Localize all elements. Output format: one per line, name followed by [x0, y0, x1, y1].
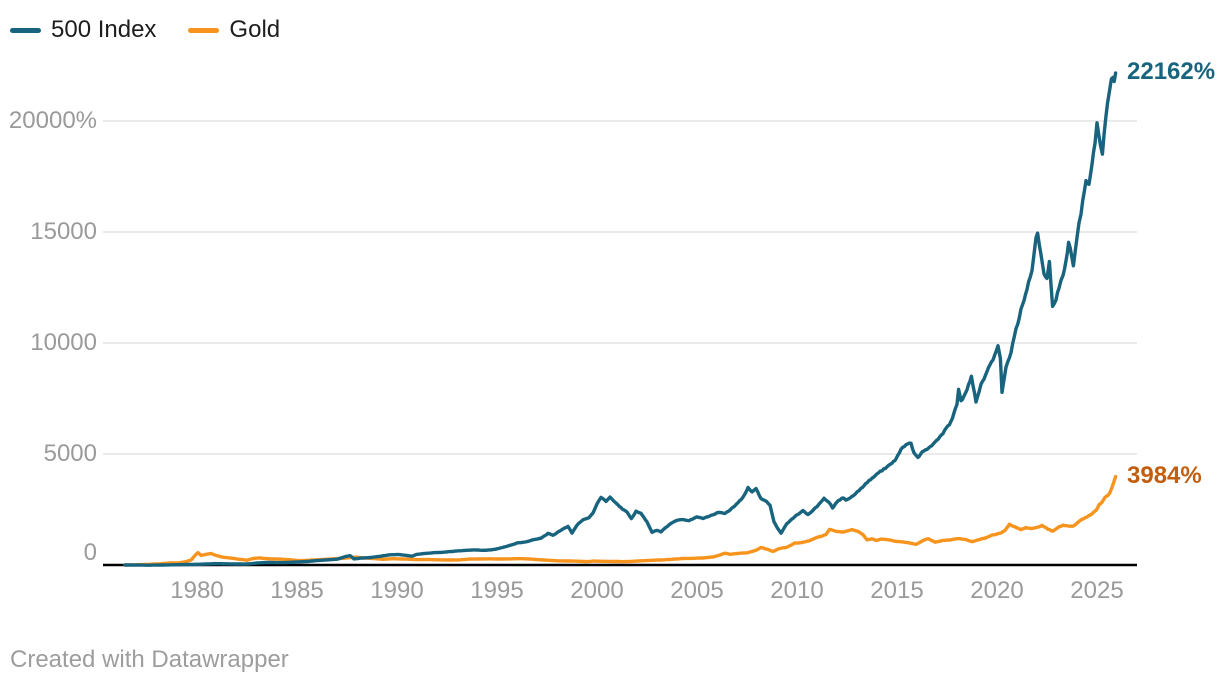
y-tick-label: 5000 — [43, 440, 97, 467]
x-tick-label: 2005 — [670, 577, 724, 604]
series-line-gold — [123, 474, 1118, 567]
legend-item-gold: Gold — [188, 14, 280, 46]
end-value-label-500-index: 22162% — [1127, 58, 1216, 85]
legend: 500 Index Gold — [10, 14, 280, 46]
y-tick-label: 0 — [83, 539, 97, 566]
y-tick-label: 10000 — [30, 329, 97, 356]
x-tick-label: 1995 — [470, 577, 524, 604]
legend-label: 500 Index — [51, 16, 157, 43]
x-tick-label: 2010 — [770, 577, 824, 604]
x-tick-label: 1990 — [370, 577, 424, 604]
y-tick-label: 15000 — [30, 218, 97, 245]
end-value-label-gold: 3984% — [1127, 461, 1202, 489]
legend-swatch-icon — [10, 27, 41, 33]
x-tick-label: 2015 — [870, 577, 924, 604]
x-tick-label: 2000 — [570, 577, 624, 604]
x-tick-label: 2025 — [1070, 577, 1124, 604]
x-tick-label: 1980 — [170, 577, 224, 604]
series-line-500-index — [123, 71, 1118, 567]
legend-label: Gold — [229, 16, 281, 43]
datawrapper-credit: Created with Datawrapper — [10, 646, 289, 673]
legend-swatch-icon — [188, 27, 220, 33]
x-tick-label: 2020 — [970, 577, 1024, 604]
legend-item-500-index: 500 Index — [10, 14, 156, 46]
x-tick-label: 1985 — [270, 577, 324, 604]
y-tick-label: 20000% — [8, 107, 97, 134]
